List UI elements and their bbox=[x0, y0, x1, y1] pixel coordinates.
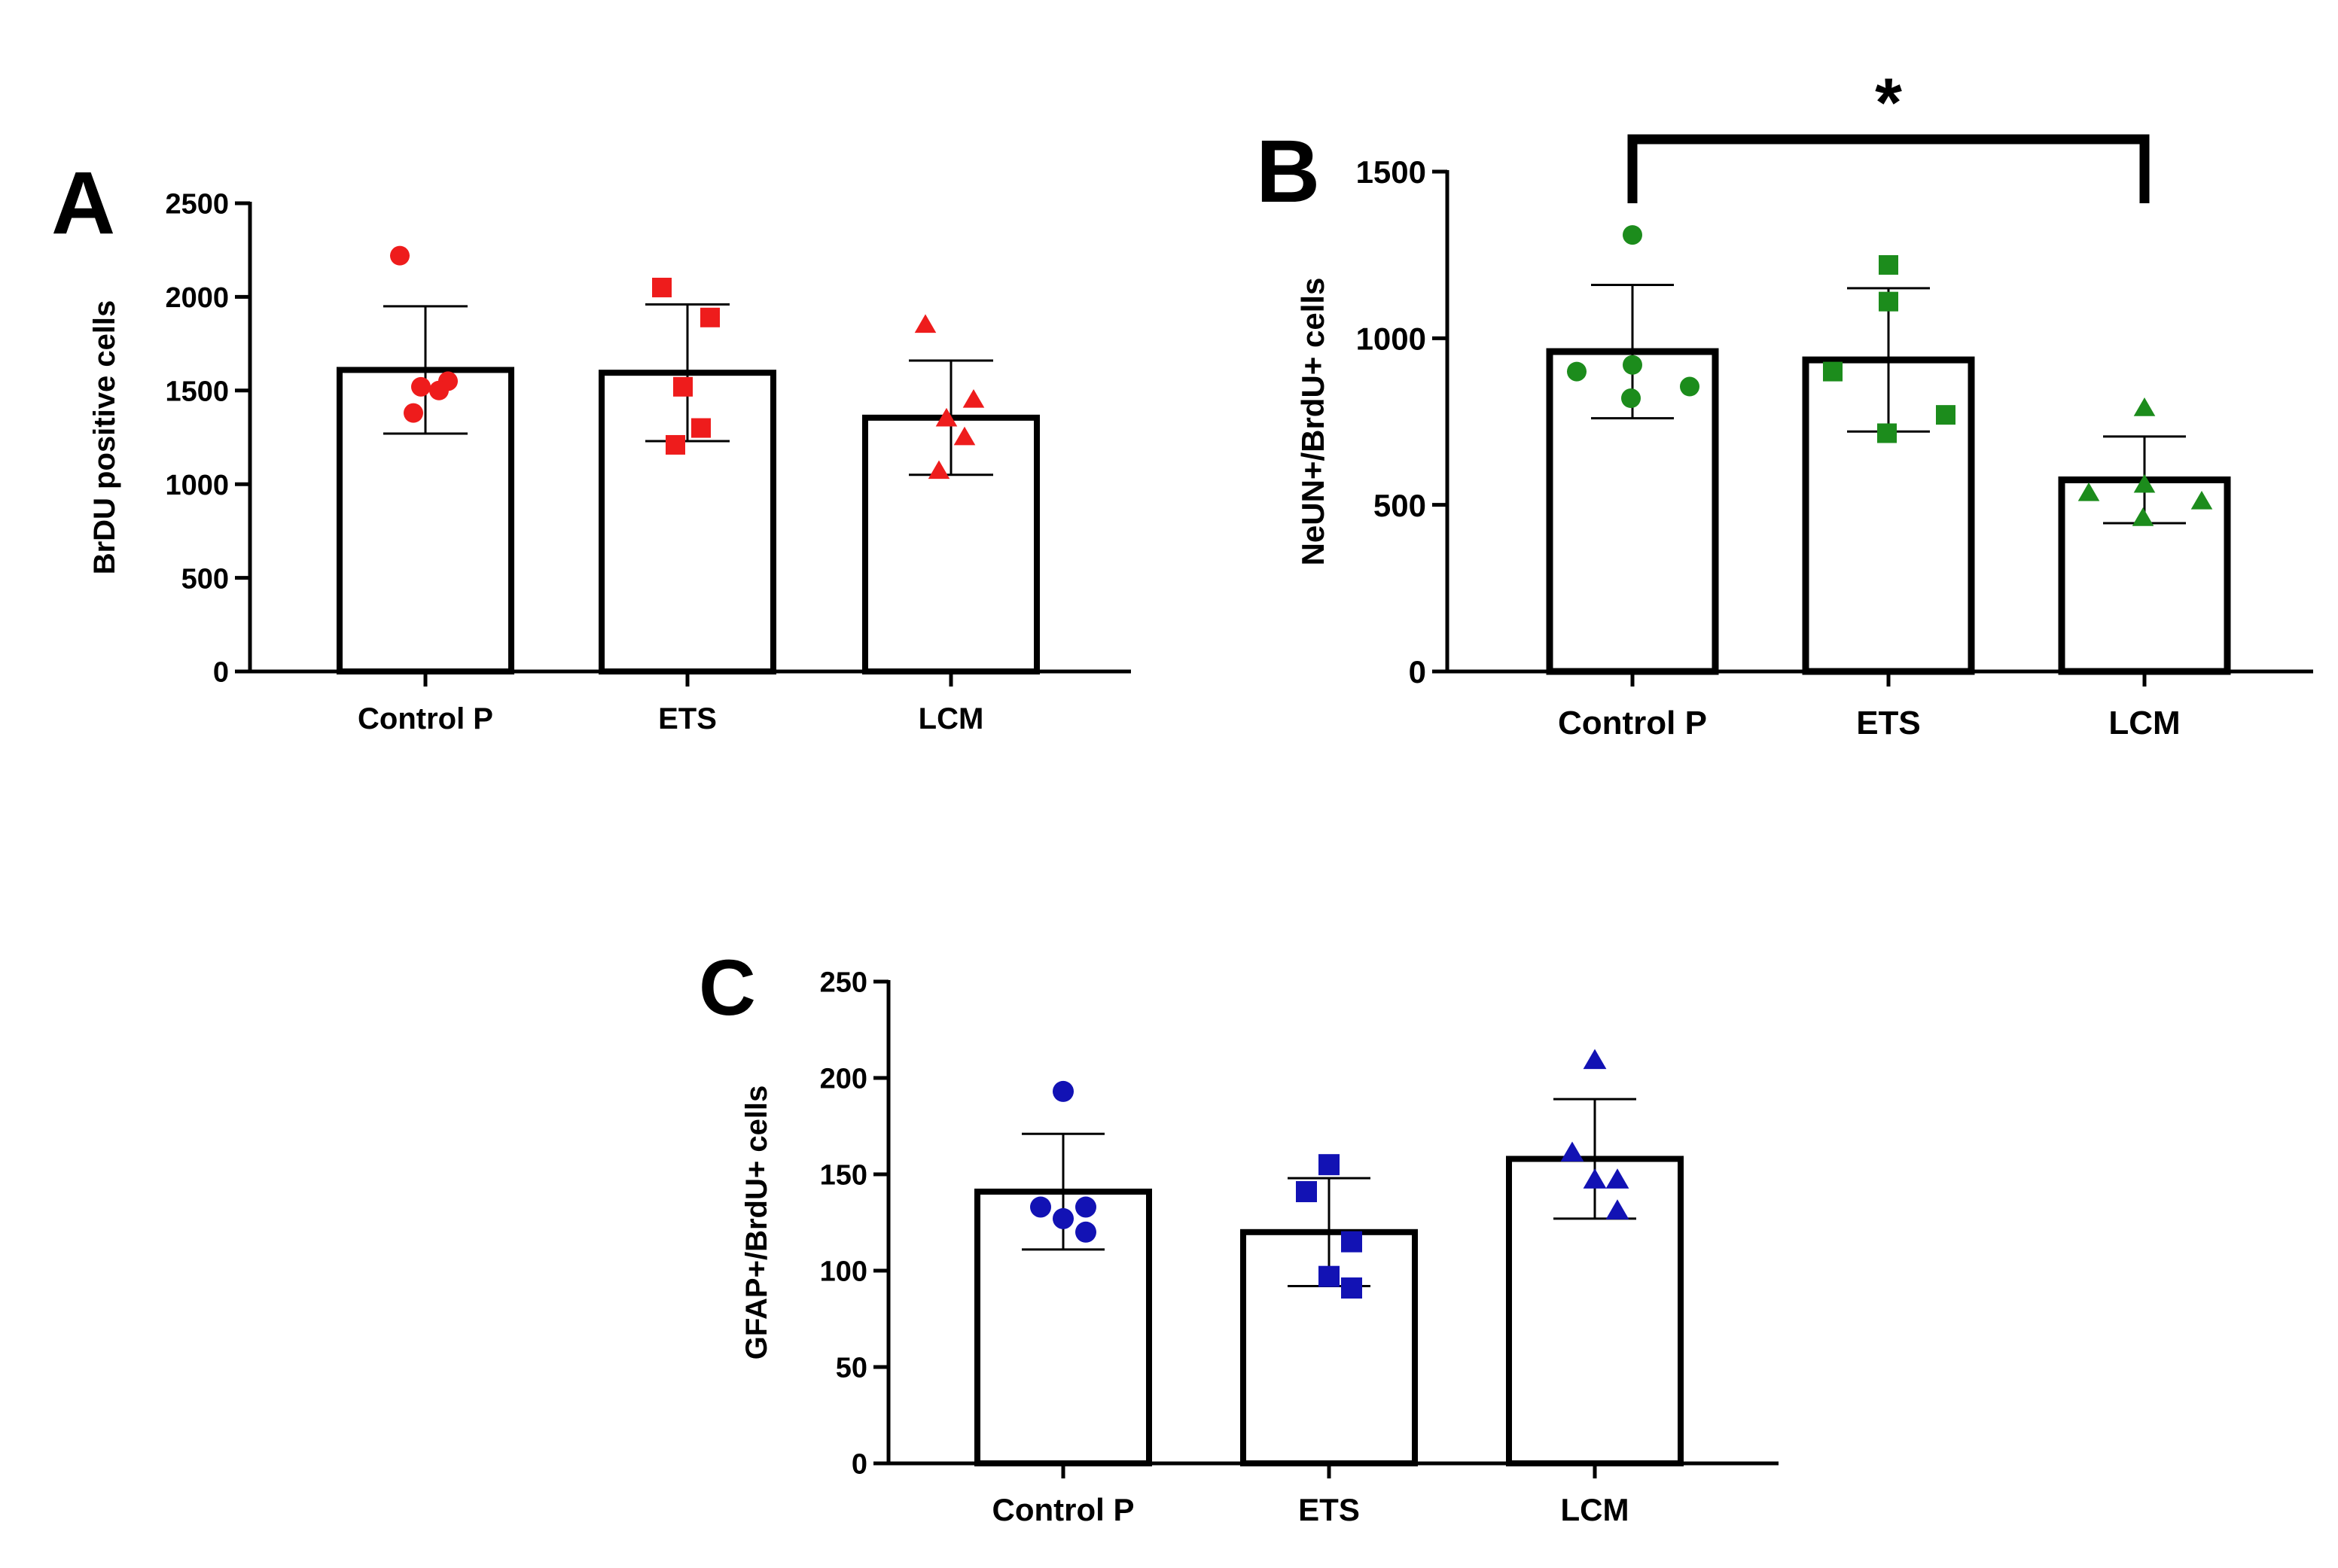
panel-letter: C bbox=[699, 944, 756, 1032]
y-tick-label: 50 bbox=[836, 1353, 867, 1384]
data-point bbox=[2133, 473, 2156, 493]
panel-letter: B bbox=[1256, 122, 1320, 221]
y-tick-label: 100 bbox=[820, 1256, 867, 1288]
significance-star: * bbox=[1875, 65, 1902, 142]
x-tick-label: LCM bbox=[919, 702, 984, 735]
data-point bbox=[411, 376, 431, 397]
y-tick-label: 0 bbox=[213, 657, 229, 689]
data-point bbox=[1680, 376, 1699, 397]
y-tick-label: 1500 bbox=[1356, 154, 1426, 190]
y-tick-label: 0 bbox=[1409, 654, 1426, 690]
y-tick-label: 2000 bbox=[165, 282, 229, 314]
y-tick-label: 0 bbox=[852, 1449, 867, 1481]
data-point bbox=[928, 460, 950, 480]
data-point bbox=[390, 245, 410, 266]
y-axis-title: NeUN+/BrdU+ cells bbox=[1295, 278, 1331, 566]
x-tick-label: ETS bbox=[1298, 1492, 1360, 1527]
data-point bbox=[1623, 355, 1642, 375]
data-point bbox=[1030, 1196, 1051, 1218]
y-tick-label: 2500 bbox=[165, 189, 229, 221]
x-tick-label: Control P bbox=[1558, 705, 1707, 741]
y-tick-label: 1000 bbox=[1356, 321, 1426, 356]
y-tick-label: 200 bbox=[820, 1064, 867, 1095]
x-tick-label: LCM bbox=[2108, 705, 2180, 741]
panel-letter: A bbox=[51, 154, 115, 253]
data-point bbox=[1621, 388, 1641, 409]
y-tick-label: 500 bbox=[181, 563, 229, 595]
data-point bbox=[1605, 1168, 1629, 1189]
data-point bbox=[404, 403, 423, 423]
data-point bbox=[2077, 482, 2100, 501]
data-point bbox=[2133, 397, 2156, 416]
x-tick-label: ETS bbox=[1856, 705, 1921, 741]
data-point bbox=[1879, 254, 1898, 275]
data-point bbox=[2190, 490, 2213, 510]
data-point bbox=[691, 418, 711, 438]
data-point bbox=[962, 388, 985, 408]
data-point bbox=[953, 426, 976, 446]
data-point bbox=[1341, 1231, 1362, 1253]
data-point bbox=[429, 380, 449, 400]
data-point bbox=[1823, 361, 1843, 382]
data-point bbox=[1583, 1049, 1607, 1070]
y-axis-title: GFAP+/BrdU+ cells bbox=[740, 1085, 773, 1360]
significance-bracket bbox=[1627, 134, 2150, 203]
data-point bbox=[1879, 291, 1898, 312]
data-point bbox=[1075, 1196, 1096, 1218]
data-point bbox=[1583, 1168, 1607, 1189]
data-point bbox=[1318, 1265, 1340, 1287]
panel-a-chart: A 0 500 1000 1500 2000 2500 Control P ETS LCM BrDU… bbox=[51, 154, 1131, 735]
data-point bbox=[914, 314, 937, 333]
y-axis-title: BrDU positive cells bbox=[88, 300, 121, 575]
data-point bbox=[1560, 1141, 1584, 1162]
data-point bbox=[1053, 1080, 1074, 1102]
y-tick-label: 150 bbox=[820, 1160, 867, 1192]
y-tick-label: 1000 bbox=[165, 470, 229, 501]
x-tick-label: Control P bbox=[358, 702, 493, 735]
data-point bbox=[1318, 1154, 1340, 1176]
data-point bbox=[700, 307, 720, 327]
data-point bbox=[2132, 507, 2154, 526]
data-point bbox=[1341, 1277, 1362, 1299]
x-tick-label: ETS bbox=[658, 702, 717, 735]
data-point bbox=[673, 376, 693, 397]
data-point bbox=[652, 277, 672, 297]
data-point bbox=[1936, 405, 1955, 425]
data-point bbox=[1296, 1181, 1317, 1203]
panel-c-chart: C 0 50 100 150 200 250 Control P ETS LCM GFAP+/Brd… bbox=[699, 944, 1779, 1527]
data-point bbox=[1075, 1221, 1096, 1243]
x-tick-label: Control P bbox=[992, 1492, 1135, 1527]
data-point bbox=[1053, 1207, 1074, 1229]
data-point bbox=[1567, 361, 1587, 382]
x-tick-label: LCM bbox=[1561, 1492, 1629, 1527]
data-point bbox=[1623, 225, 1642, 245]
y-tick-label: 500 bbox=[1373, 488, 1426, 523]
data-point bbox=[1605, 1199, 1629, 1219]
y-tick-label: 1500 bbox=[165, 376, 229, 407]
panel-b-chart: B 0 500 1000 1500 Control P ETS LCM NeUN+/BrdU+ … bbox=[1256, 65, 2313, 741]
data-point bbox=[666, 434, 685, 455]
data-point bbox=[1877, 423, 1897, 443]
data-point bbox=[935, 407, 958, 427]
y-tick-label: 250 bbox=[820, 967, 867, 999]
